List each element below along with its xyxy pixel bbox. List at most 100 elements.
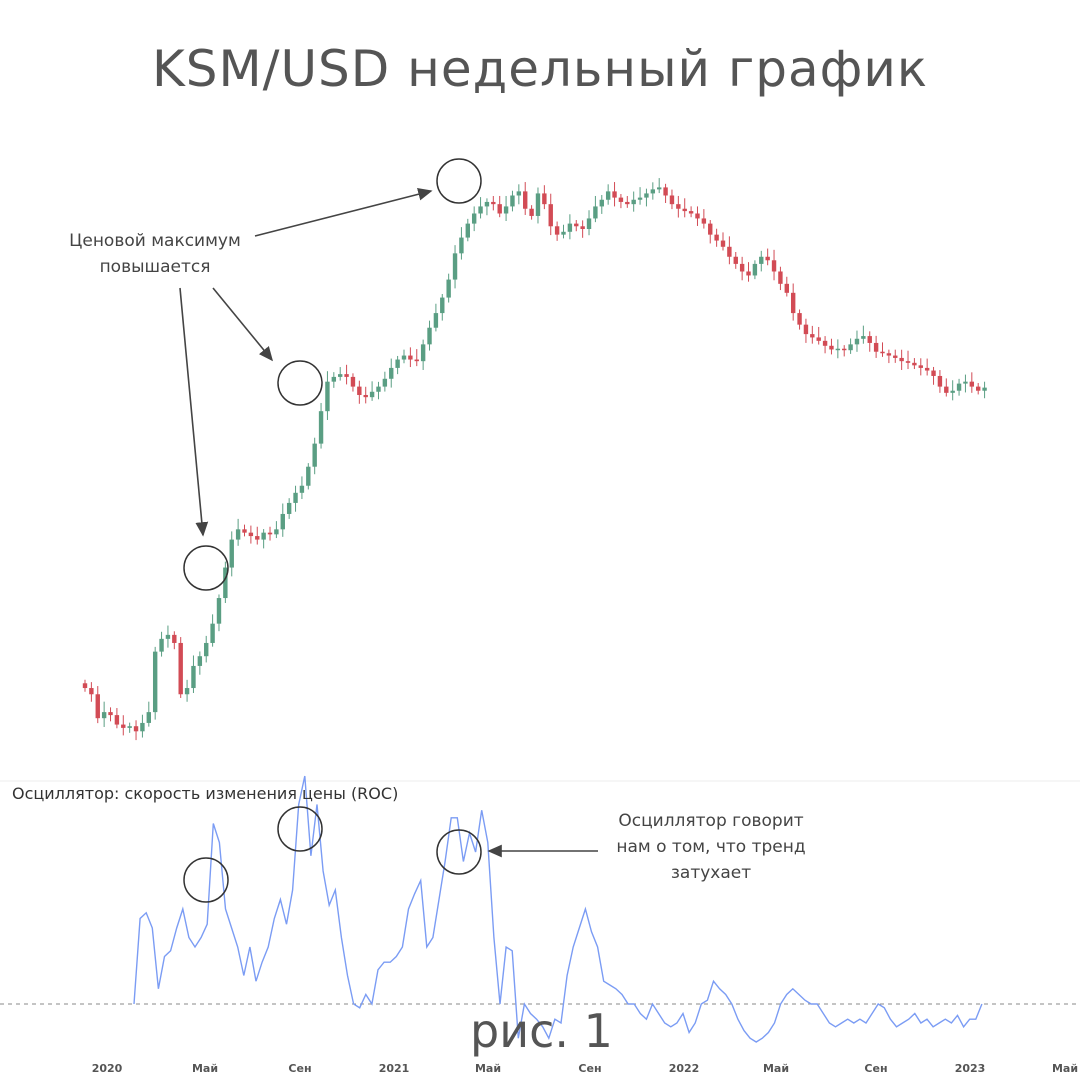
price-max-line-2: повышается xyxy=(99,257,211,277)
candle-body xyxy=(440,297,445,314)
candle-body xyxy=(810,334,815,338)
peak-circle-3 xyxy=(436,158,482,204)
candle-body xyxy=(389,367,394,379)
candle-body xyxy=(165,634,171,639)
candle-body xyxy=(765,256,770,261)
roc-circle-3 xyxy=(436,829,482,875)
candle-body xyxy=(248,532,254,537)
x-axis-ticks: 2020 Май Сен 2021 Май Сен 2022 Май Сен 2023 Май xyxy=(92,1062,1078,1075)
candle-body xyxy=(382,378,388,387)
candle-body xyxy=(140,722,145,732)
candle-body xyxy=(369,391,375,398)
candle-body xyxy=(695,213,700,219)
candle-body xyxy=(822,340,828,346)
candle-body xyxy=(172,634,177,643)
candle-body xyxy=(159,638,164,652)
candle-body xyxy=(803,324,809,335)
candle-body xyxy=(95,694,100,719)
candle-body xyxy=(778,271,783,284)
candle-body xyxy=(829,345,834,350)
candle-body xyxy=(325,381,330,412)
x-tick-label: Май xyxy=(763,1062,789,1075)
x-tick-label: Май xyxy=(475,1062,501,1075)
candle-body xyxy=(152,651,158,713)
candle-body xyxy=(924,367,930,371)
candle-body xyxy=(574,223,579,227)
x-tick-label: Сен xyxy=(288,1062,311,1075)
candle-body xyxy=(963,381,968,384)
candle-body xyxy=(956,383,962,391)
candle-body xyxy=(663,187,668,196)
candle-body xyxy=(101,712,107,719)
candle-body xyxy=(790,292,796,314)
x-tick-label: Май xyxy=(1052,1062,1078,1075)
candle-body xyxy=(631,199,636,205)
candle-body xyxy=(759,256,764,264)
candle-body xyxy=(363,394,368,398)
candle-body xyxy=(503,206,509,214)
candle-body xyxy=(216,598,222,624)
candle-body xyxy=(612,191,617,198)
arrow-to-peak-1 xyxy=(179,287,209,537)
oscillator-annotation: Осциллятор говорит нам о том, что тренд … xyxy=(596,808,826,886)
x-tick-label: Май xyxy=(192,1062,218,1075)
candle-body xyxy=(267,532,273,535)
candle-body xyxy=(918,365,923,368)
peak-circle-2 xyxy=(277,360,323,406)
candle-body xyxy=(299,485,305,493)
x-tick-label: 2022 xyxy=(669,1062,700,1075)
candle-body xyxy=(937,375,943,387)
candle-body xyxy=(408,355,413,360)
candle-body xyxy=(127,726,132,728)
candle-body xyxy=(280,513,285,530)
candle-body xyxy=(229,539,234,568)
arrow-to-peak-2 xyxy=(212,287,274,362)
candle-body xyxy=(701,218,707,224)
candle-body xyxy=(433,313,439,328)
candle-body xyxy=(835,348,841,351)
candle-body xyxy=(459,237,464,254)
candle-body xyxy=(905,361,911,363)
candle-body xyxy=(720,240,726,247)
candle-body xyxy=(204,642,209,657)
candle-body xyxy=(580,226,585,230)
candle-body xyxy=(350,376,356,387)
candle-body xyxy=(854,338,860,345)
candle-body xyxy=(210,623,215,643)
candle-body xyxy=(114,715,120,725)
candle-body xyxy=(739,263,745,272)
candle-body xyxy=(733,256,738,264)
candle-body xyxy=(344,374,349,377)
candle-body xyxy=(491,201,496,205)
candle-body xyxy=(286,502,292,514)
candle-body xyxy=(669,195,675,205)
candle-body xyxy=(542,193,547,205)
arrow-to-peak-3 xyxy=(254,187,433,237)
candle-body xyxy=(944,386,949,393)
candle-body xyxy=(255,536,260,540)
candle-body xyxy=(465,223,470,238)
candle-body xyxy=(178,642,183,695)
candle-body xyxy=(586,218,592,230)
x-tick-label: 2020 xyxy=(92,1062,123,1075)
candle-body xyxy=(893,355,898,358)
osc-line-1: Осциллятор говорит xyxy=(618,811,804,831)
candle-body xyxy=(816,337,821,341)
candle-body xyxy=(873,342,879,352)
candle-body xyxy=(306,466,311,486)
candle-body xyxy=(676,204,681,209)
x-tick-label: Сен xyxy=(864,1062,887,1075)
candle-body xyxy=(420,344,426,362)
candle-body xyxy=(886,353,892,356)
candle-body xyxy=(293,492,298,503)
candle-body xyxy=(197,656,203,666)
candle-body xyxy=(650,189,656,194)
candle-body xyxy=(529,208,534,216)
candle-body xyxy=(89,688,94,695)
candle-body xyxy=(446,279,451,298)
candle-body xyxy=(516,191,522,196)
candle-body xyxy=(554,226,560,235)
candle-body xyxy=(452,253,458,280)
candle-body xyxy=(121,724,126,728)
